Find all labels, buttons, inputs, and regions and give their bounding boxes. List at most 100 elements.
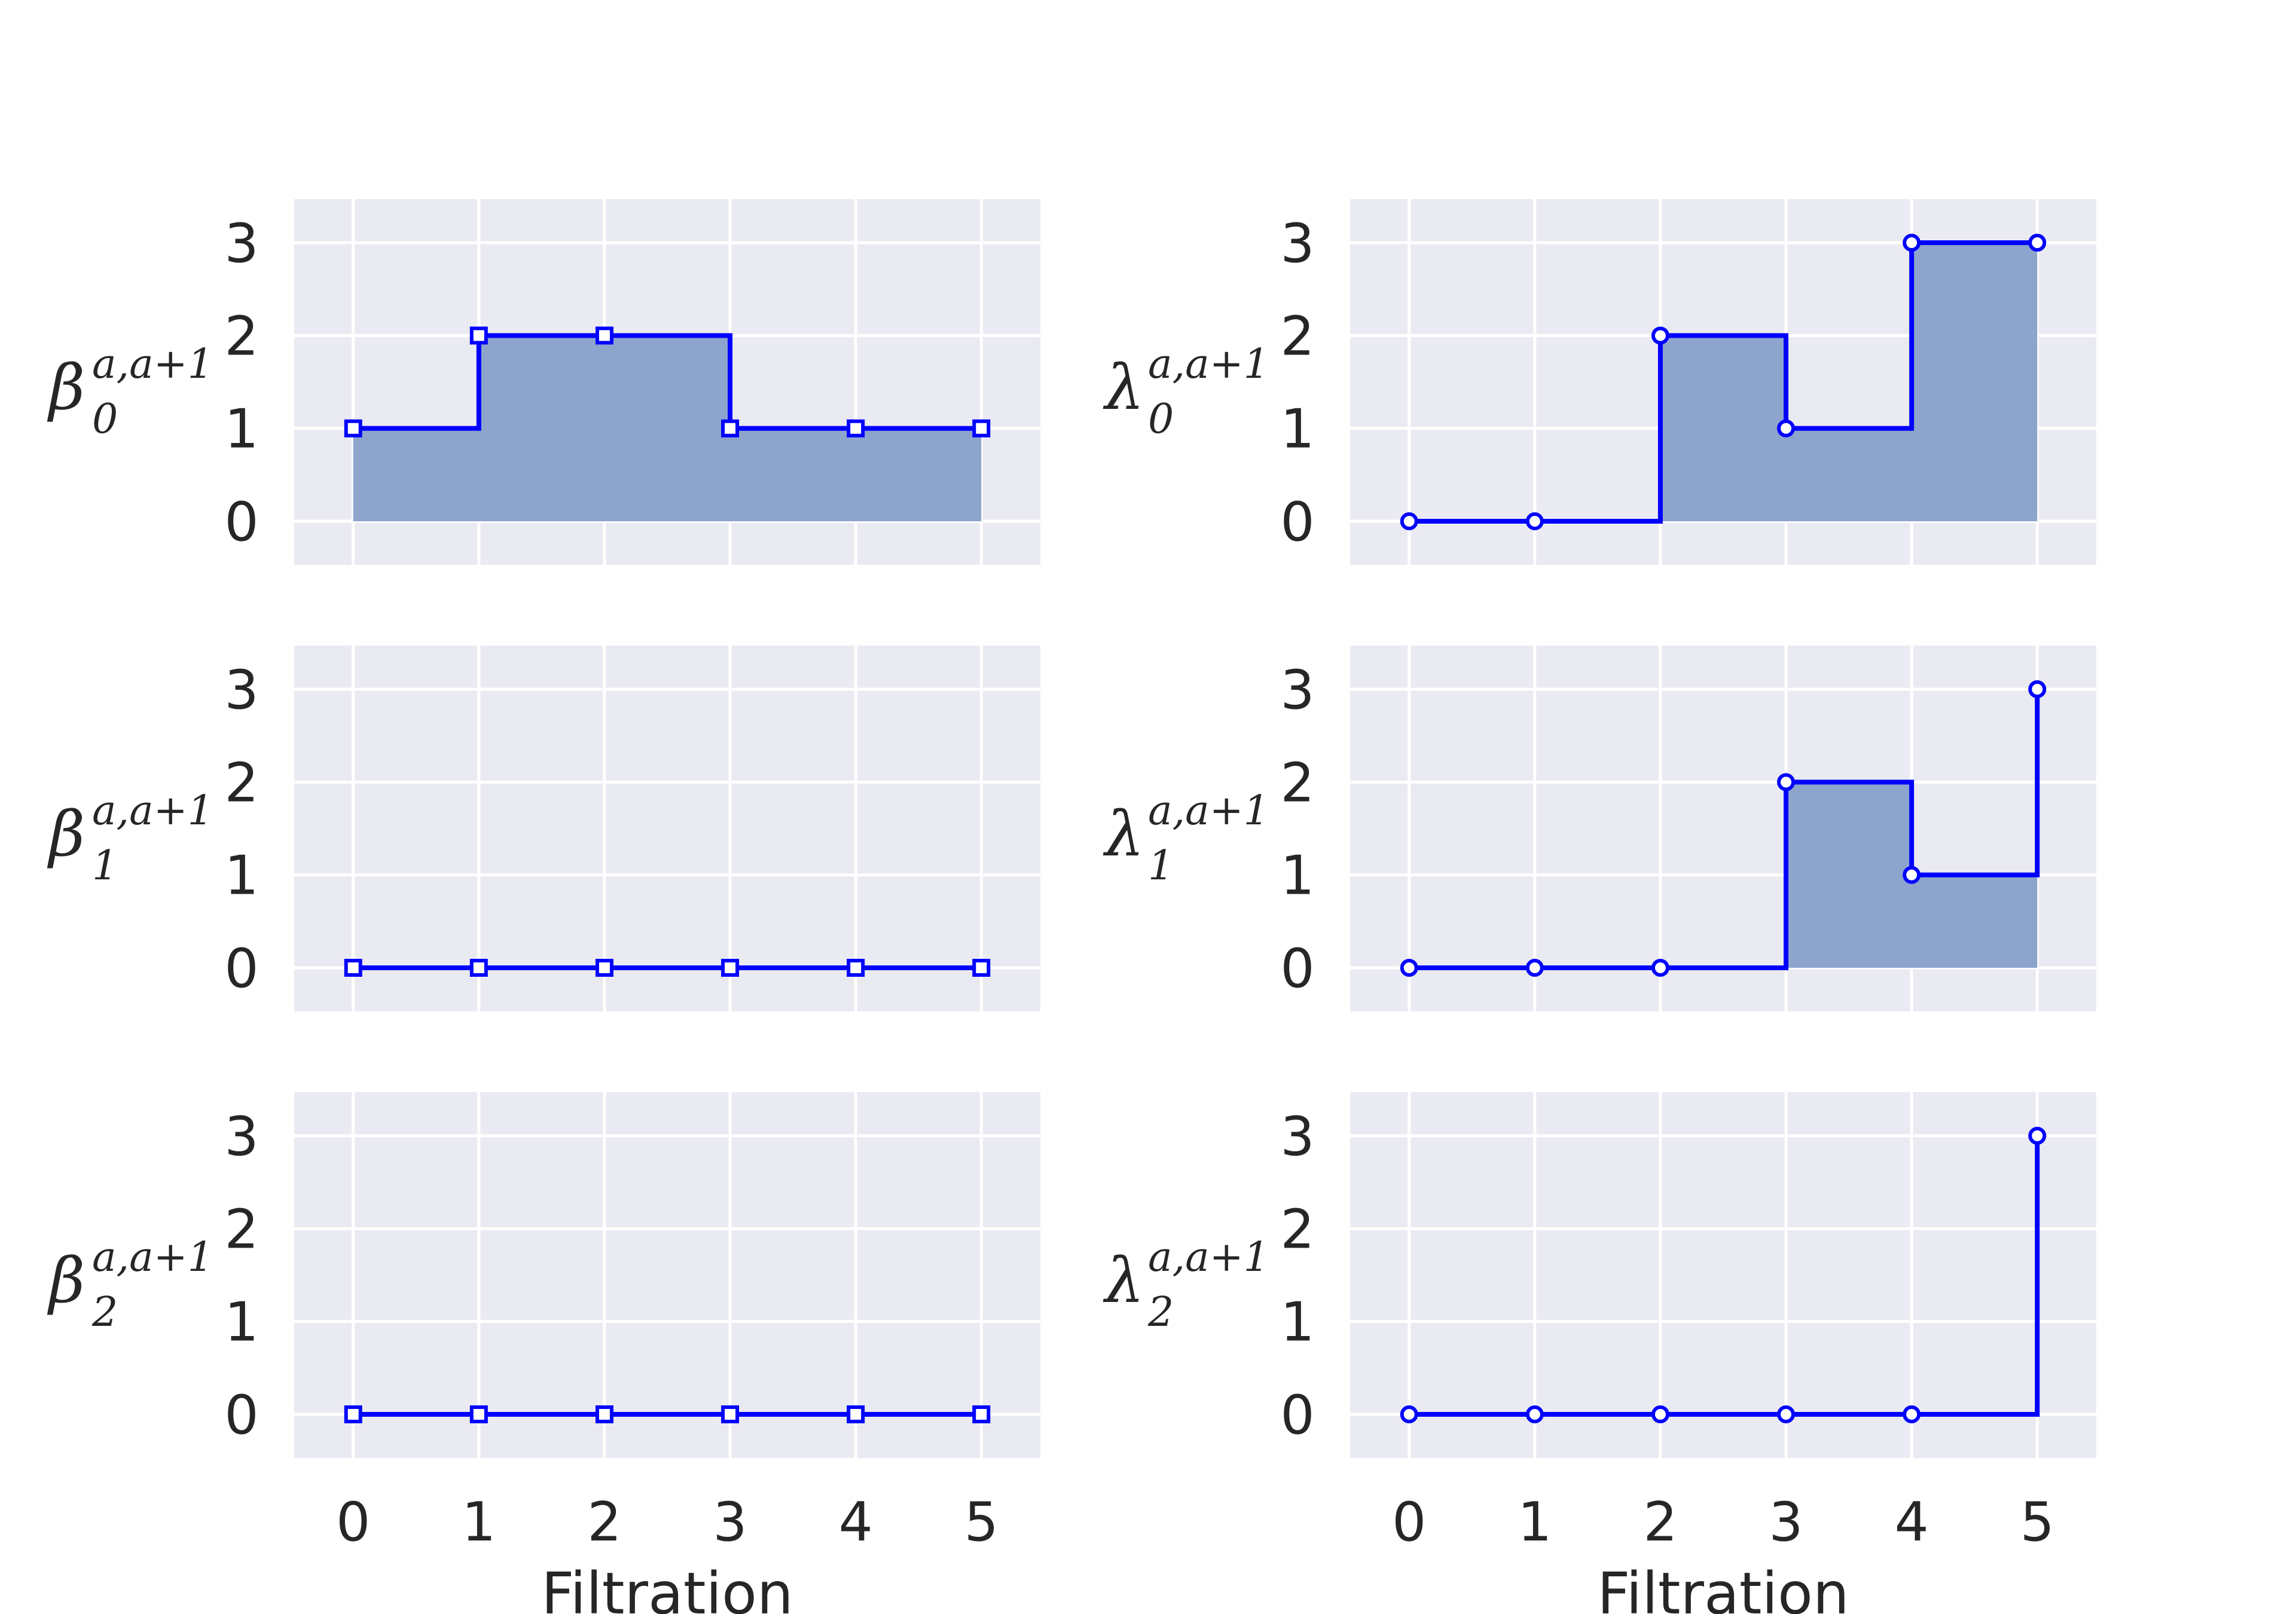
- data-point: [721, 958, 740, 977]
- data-point: [1777, 1405, 1796, 1423]
- y-axis-label: β a,a+1 2: [47, 1234, 213, 1336]
- data-point: [1903, 866, 1921, 884]
- data-point: [595, 326, 613, 345]
- data-point: [1525, 958, 1544, 977]
- y-tick-label: 1: [1280, 1291, 1314, 1354]
- y-tick-label: 2: [1280, 751, 1314, 814]
- data-point: [1777, 773, 1796, 791]
- y-label-superscript: a,a+1: [1148, 787, 1269, 834]
- y-axis-label: λ a,a+1 2: [1103, 1234, 1269, 1336]
- y-tick-label: 0: [1280, 1384, 1314, 1447]
- data-point: [1525, 512, 1544, 530]
- y-axis-label: β a,a+1 0: [47, 341, 213, 443]
- y-tick-label: 1: [224, 398, 258, 461]
- area-fill: [1409, 689, 2038, 968]
- y-label-symbol: λ: [1103, 1244, 1144, 1317]
- plot-area: [294, 646, 1040, 1011]
- y-tick-label: 2: [224, 305, 258, 368]
- y-label-superscript: a,a+1: [92, 787, 213, 834]
- data-point: [595, 958, 613, 977]
- panel-0: 0 1 2 3 β a,a+1 0: [47, 199, 1040, 565]
- data-point: [972, 958, 991, 977]
- panel-1: 0 1 2 3 λ a,a+1 0: [1103, 199, 2096, 565]
- y-tick-label: 3: [224, 1105, 258, 1168]
- data-point: [1651, 1405, 1669, 1423]
- data-point: [2028, 234, 2047, 252]
- y-axis-label: λ a,a+1 1: [1103, 787, 1269, 889]
- y-tick-label: 0: [224, 1384, 258, 1447]
- data-point: [1400, 512, 1418, 530]
- data-point: [469, 958, 488, 977]
- y-tick-label: 1: [1280, 845, 1314, 907]
- y-label-symbol: β: [47, 351, 85, 424]
- x-axis-title: Filtration: [1597, 1560, 1849, 1614]
- data-point: [1903, 1405, 1921, 1423]
- data-point: [469, 1405, 488, 1423]
- y-axis-label: λ a,a+1 0: [1103, 341, 1269, 443]
- y-label-superscript: a,a+1: [92, 341, 213, 388]
- step-line: [353, 333, 982, 431]
- y-label-subscript: 0: [92, 396, 118, 443]
- y-tick-label: 3: [1280, 212, 1314, 275]
- y-label-subscript: 0: [1148, 396, 1174, 443]
- y-tick-label: 1: [224, 845, 258, 907]
- data-point: [721, 1405, 740, 1423]
- data-point: [1525, 1405, 1544, 1423]
- x-tick-label: 5: [2020, 1491, 2054, 1554]
- x-tick-label: 3: [1769, 1491, 1803, 1554]
- y-label-symbol: β: [47, 797, 85, 870]
- data-point: [847, 958, 865, 977]
- y-tick-label: 0: [1280, 491, 1314, 554]
- x-tick-label: 1: [1518, 1491, 1552, 1554]
- data-point: [1777, 419, 1796, 438]
- y-tick-label: 0: [1280, 937, 1314, 1000]
- y-label-subscript: 1: [1148, 842, 1174, 889]
- data-point: [595, 1405, 613, 1423]
- y-tick-label: 1: [1280, 398, 1314, 461]
- y-axis-label: β a,a+1 1: [47, 787, 213, 889]
- y-tick-label: 2: [1280, 1198, 1314, 1261]
- area-fill: [353, 335, 982, 521]
- y-tick-label: 3: [224, 212, 258, 275]
- y-label-subscript: 2: [91, 1289, 118, 1336]
- step-line: [1409, 240, 2038, 524]
- y-label-superscript: a,a+1: [92, 1234, 213, 1281]
- y-label-superscript: a,a+1: [1148, 1234, 1269, 1281]
- panel-5: 0 1 2 3 0 1 2 3 4 5 Filtration λ a,a+1 2: [1103, 1092, 2096, 1614]
- x-tick-label: 2: [587, 1491, 621, 1554]
- data-point: [972, 1405, 991, 1423]
- y-tick-label: 2: [1280, 305, 1314, 368]
- data-point: [721, 419, 740, 438]
- y-label-symbol: λ: [1103, 797, 1144, 870]
- data-point: [344, 1405, 362, 1423]
- data-point: [1400, 1405, 1418, 1423]
- y-tick-label: 3: [224, 659, 258, 722]
- area-fill: [1409, 243, 2038, 521]
- y-tick-label: 2: [224, 751, 258, 814]
- x-tick-label: 4: [1895, 1491, 1929, 1554]
- x-tick-label: 0: [336, 1491, 370, 1554]
- x-tick-label: 0: [1392, 1491, 1426, 1554]
- plot-area: [1350, 1092, 2096, 1458]
- y-tick-label: 1: [224, 1291, 258, 1354]
- x-tick-label: 4: [839, 1491, 873, 1554]
- y-tick-label: 2: [224, 1198, 258, 1261]
- plot-area: [294, 1092, 1040, 1458]
- y-tick-label: 3: [1280, 1105, 1314, 1168]
- data-point: [344, 419, 362, 438]
- data-point: [1400, 958, 1418, 977]
- y-label-subscript: 1: [92, 842, 118, 889]
- x-axis-title: Filtration: [541, 1560, 793, 1614]
- y-label-subscript: 2: [1147, 1289, 1174, 1336]
- data-point: [469, 326, 488, 345]
- x-tick-label: 3: [713, 1491, 747, 1554]
- data-point: [2028, 680, 2047, 699]
- x-tick-label: 5: [964, 1491, 999, 1554]
- data-point: [972, 419, 991, 438]
- y-label-superscript: a,a+1: [1148, 341, 1269, 388]
- data-point: [344, 958, 362, 977]
- y-tick-label: 3: [1280, 659, 1314, 722]
